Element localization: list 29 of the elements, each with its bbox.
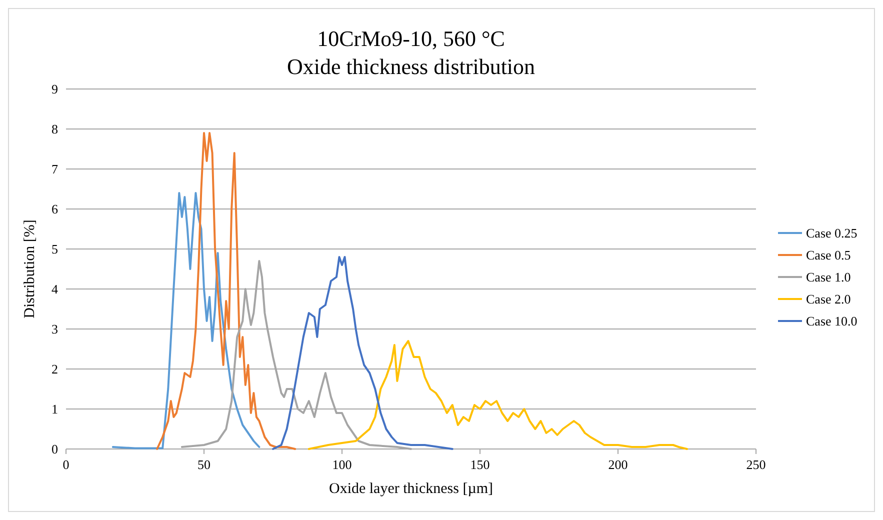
chart-subtitle: Oxide thickness distribution [286,54,536,79]
y-tick-label: 2 [52,362,58,377]
x-tick-label: 50 [198,457,210,472]
chart-title: 10CrMo9-10, 560 °C [317,26,505,51]
y-tick-label: 6 [52,202,58,217]
y-axis-title: Distribution [%] [22,220,38,318]
x-tick-label: 150 [470,457,490,472]
y-tick-label: 5 [52,242,58,257]
x-tick-label: 0 [62,457,70,472]
legend-label: Case 0.25 [806,226,858,241]
y-tick-label: 3 [52,322,58,337]
x-tick-label: 250 [746,457,766,472]
legend-label: Case 2.0 [806,292,851,307]
legend-label: Case 1.0 [806,270,851,285]
y-tick-label: 0 [52,442,58,457]
legend-label: Case 10.0 [806,314,858,329]
x-tick-label: 100 [332,457,352,472]
y-tick-label: 4 [52,282,58,297]
y-tick-label: 8 [52,122,58,137]
x-tick-label: 200 [608,457,628,472]
legend-label: Case 0.5 [806,248,851,263]
line-series [308,340,688,450]
y-tick-label: 1 [52,402,58,417]
line-series [272,256,454,450]
x-axis-title: Oxide layer thickness [µm] [328,481,494,497]
y-tick-label: 9 [52,82,58,97]
line-series [156,132,296,450]
y-tick-label: 7 [52,162,58,177]
line-series [112,192,260,450]
